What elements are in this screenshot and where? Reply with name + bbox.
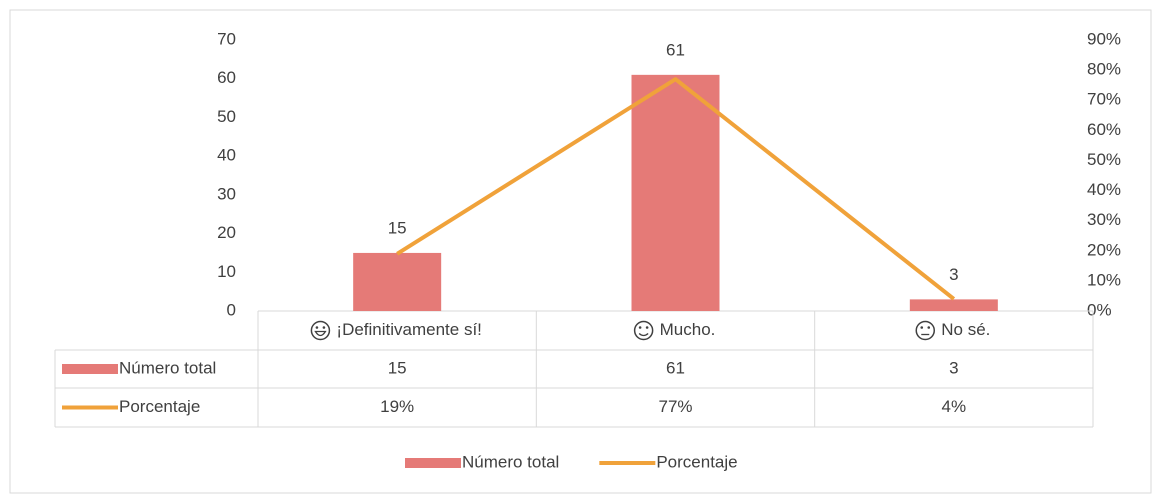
y2-tick-label: 0% (1087, 300, 1112, 319)
legend-label: Porcentaje (656, 452, 737, 471)
y2-tick-label: 50% (1087, 150, 1121, 169)
face-icon (322, 326, 326, 329)
line (396, 77, 956, 301)
legend-label: Número total (462, 452, 559, 471)
face-icon (315, 326, 319, 329)
table-cell: 61 (666, 358, 685, 377)
x-tick-label: ¡Definitivamente sí! (336, 320, 482, 339)
table-row-label: Porcentaje (119, 397, 200, 416)
y-tick-label: 0 (227, 300, 236, 319)
y2-tick-label: 60% (1087, 120, 1121, 139)
face-icon (920, 326, 924, 329)
y2-tick-label: 10% (1087, 270, 1121, 289)
table-cell: 4% (942, 397, 967, 416)
y-tick-label: 60 (217, 68, 236, 87)
y2-tick-label: 40% (1087, 180, 1121, 199)
face-icon (638, 326, 642, 329)
face-icon (310, 320, 331, 341)
chart-border (9, 9, 1152, 494)
bar (631, 74, 720, 311)
bar (353, 252, 442, 311)
y-tick-label: 10 (217, 262, 236, 281)
y-tick-label: 30 (217, 184, 236, 203)
face-icon (645, 326, 649, 329)
y2-tick-label: 30% (1087, 210, 1121, 229)
y-tick-label: 20 (217, 223, 236, 242)
x-tick-label: No sé. (941, 320, 990, 339)
data-label: 3 (949, 265, 958, 284)
face-icon (927, 326, 931, 329)
y2-tick-label: 70% (1087, 90, 1121, 109)
y2-tick-label: 20% (1087, 240, 1121, 259)
face-icon (633, 320, 654, 341)
face-icon (915, 320, 936, 341)
y2-tick-label: 90% (1087, 29, 1121, 48)
legend-key (62, 364, 118, 374)
bar (909, 299, 998, 311)
y-tick-label: 40 (217, 146, 236, 165)
legend-key (405, 458, 461, 468)
table-cell: 19% (380, 397, 414, 416)
y2-tick-label: 80% (1087, 60, 1121, 79)
data-label: 61 (666, 40, 685, 59)
y-tick-label: 50 (217, 107, 236, 126)
face-icon (314, 330, 327, 337)
table-cell: 15 (388, 358, 407, 377)
table-cell: 77% (658, 397, 692, 416)
face-icon (638, 332, 649, 337)
table-row-label: Número total (119, 358, 216, 377)
table-cell: 3 (949, 358, 958, 377)
data-label: 15 (388, 218, 407, 237)
y-tick-label: 70 (217, 29, 236, 48)
x-tick-label: Mucho. (660, 320, 716, 339)
